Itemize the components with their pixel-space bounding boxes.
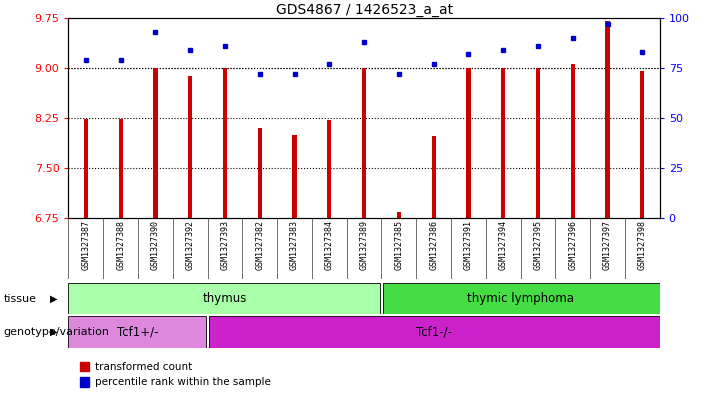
Text: GSM1327393: GSM1327393 bbox=[221, 220, 229, 270]
Bar bbox=[68, 316, 206, 348]
Bar bbox=[80, 362, 89, 371]
Bar bbox=[432, 136, 435, 218]
Bar bbox=[362, 68, 366, 218]
Bar bbox=[257, 128, 262, 218]
Bar bbox=[571, 64, 575, 218]
Bar bbox=[536, 68, 540, 218]
Bar bbox=[640, 71, 645, 218]
Title: GDS4867 / 1426523_a_at: GDS4867 / 1426523_a_at bbox=[275, 3, 453, 17]
Bar bbox=[397, 212, 401, 218]
Text: GSM1327394: GSM1327394 bbox=[499, 220, 508, 270]
Bar bbox=[293, 134, 296, 218]
Bar bbox=[118, 119, 123, 218]
Bar bbox=[68, 283, 380, 314]
Text: genotype/variation: genotype/variation bbox=[4, 327, 110, 337]
Bar bbox=[84, 119, 88, 218]
Text: tissue: tissue bbox=[4, 294, 37, 304]
Text: GSM1327386: GSM1327386 bbox=[429, 220, 438, 270]
Text: GSM1327390: GSM1327390 bbox=[151, 220, 160, 270]
Text: GSM1327382: GSM1327382 bbox=[255, 220, 265, 270]
Text: GSM1327384: GSM1327384 bbox=[325, 220, 334, 270]
Bar bbox=[223, 68, 227, 218]
Bar bbox=[80, 377, 89, 387]
Text: Tcf1-/-: Tcf1-/- bbox=[416, 325, 451, 339]
Text: GSM1327396: GSM1327396 bbox=[568, 220, 578, 270]
Text: GSM1327391: GSM1327391 bbox=[464, 220, 473, 270]
Bar bbox=[188, 76, 193, 218]
Text: GSM1327395: GSM1327395 bbox=[534, 220, 542, 270]
Text: thymus: thymus bbox=[203, 292, 247, 305]
Text: GSM1327397: GSM1327397 bbox=[603, 220, 612, 270]
Text: GSM1327392: GSM1327392 bbox=[186, 220, 195, 270]
Text: GSM1327385: GSM1327385 bbox=[394, 220, 403, 270]
Text: percentile rank within the sample: percentile rank within the sample bbox=[95, 377, 271, 387]
Bar bbox=[501, 68, 505, 218]
Text: GSM1327389: GSM1327389 bbox=[360, 220, 368, 270]
Text: transformed count: transformed count bbox=[95, 362, 193, 372]
Text: ▶: ▶ bbox=[50, 327, 58, 337]
Bar bbox=[327, 120, 332, 218]
Text: GSM1327388: GSM1327388 bbox=[116, 220, 125, 270]
Text: GSM1327383: GSM1327383 bbox=[290, 220, 299, 270]
Bar bbox=[209, 316, 660, 348]
Text: Tcf1+/-: Tcf1+/- bbox=[118, 325, 159, 339]
Bar bbox=[466, 68, 471, 218]
Text: thymic lymphoma: thymic lymphoma bbox=[467, 292, 574, 305]
Text: GSM1327387: GSM1327387 bbox=[81, 220, 90, 270]
Bar bbox=[154, 68, 157, 218]
Bar bbox=[384, 283, 660, 314]
Bar bbox=[606, 21, 610, 218]
Text: GSM1327398: GSM1327398 bbox=[638, 220, 647, 270]
Text: ▶: ▶ bbox=[50, 294, 58, 304]
